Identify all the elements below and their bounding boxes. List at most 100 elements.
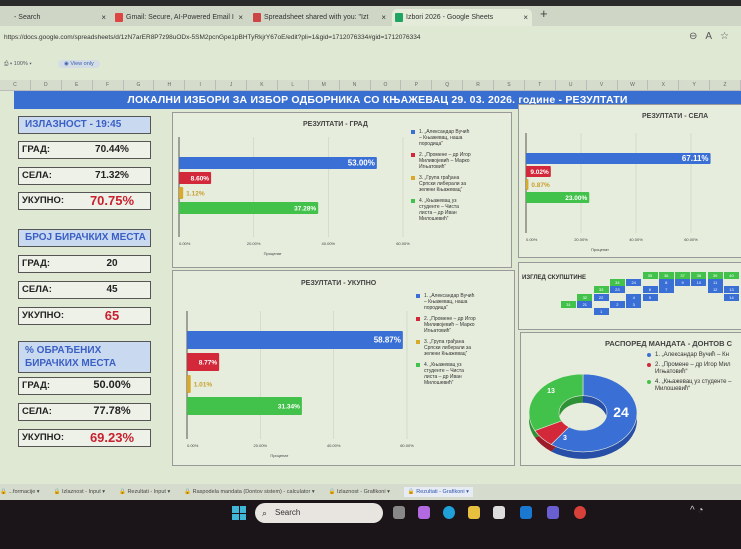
column-header[interactable]: R bbox=[463, 80, 494, 90]
donut-segment bbox=[550, 373, 638, 453]
zoom-select[interactable]: 100% bbox=[13, 61, 28, 67]
row-label: ГРАД: bbox=[22, 144, 51, 155]
outlook-icon[interactable] bbox=[520, 506, 532, 519]
legend-swatch bbox=[411, 199, 415, 203]
sheet-tab[interactable]: 🔒 Rezultati - Input ▾ bbox=[119, 489, 171, 495]
chart-results-total[interactable]: РЕЗУЛТАТИ - УКУПНО 0.00% 20.00% 40.00% 60.0… bbox=[172, 270, 515, 466]
column-header[interactable]: C bbox=[0, 80, 31, 90]
system-tray[interactable]: ^ ◔ bbox=[690, 505, 704, 516]
seat: 12 bbox=[707, 286, 723, 294]
windows-start-icon[interactable] bbox=[232, 506, 246, 520]
bar-plot: 0.00% 20.00% 40.00% 60.00% Проценат 58.87% 8.7… bbox=[186, 311, 414, 458]
address-bar[interactable]: https://docs.google.com/spreadsheets/d/1… bbox=[4, 34, 421, 41]
processed-header: % ОБРАЂЕНИХ БИРАЧКИХ МЕСТА bbox=[18, 341, 151, 373]
read-aloud-icon[interactable]: A bbox=[705, 31, 721, 42]
column-header[interactable]: P bbox=[401, 80, 433, 90]
data-label: 58.87% bbox=[374, 336, 401, 345]
seat: 22 bbox=[593, 293, 609, 301]
legend-item: 3. „Група грађана Српски либерали за зел… bbox=[416, 339, 478, 357]
seat: 23 bbox=[609, 286, 625, 294]
donut-label: 24 bbox=[613, 404, 629, 420]
chart-results-city[interactable]: РЕЗУЛТАТИ - ГРАД 0.00% 20.00% 40.00% 60.00%… bbox=[172, 112, 512, 268]
chart-results-villages[interactable]: РЕЗУЛТАТИ - СЕЛА 0.00% 20.00% 40.00% 60.00%… bbox=[518, 104, 741, 258]
column-header[interactable]: U bbox=[556, 80, 587, 90]
axis-label: Проценат bbox=[591, 247, 609, 252]
chart-mandates[interactable]: РАСПОРЕД МАНДАТА - ДОНТОВ С 24 3 13 1. „Ал… bbox=[520, 332, 741, 466]
close-icon[interactable]: × bbox=[381, 13, 386, 22]
row-label: СЕЛА: bbox=[22, 406, 52, 417]
legend-label: 4. „Књажевац уз студенте – Милошевић“ bbox=[655, 379, 732, 392]
store-icon[interactable] bbox=[493, 506, 505, 519]
search-placeholder: Search bbox=[275, 508, 301, 517]
column-header[interactable]: F bbox=[93, 80, 124, 90]
sheet-tab[interactable]: 🔒 Raspodela mandata (Dontov sistem) - ca… bbox=[184, 489, 315, 495]
teams-icon[interactable] bbox=[547, 506, 559, 519]
edge-icon[interactable] bbox=[443, 506, 455, 519]
column-header[interactable]: L bbox=[278, 80, 309, 90]
turnout-grad-row: ГРАД: 70.44% bbox=[18, 141, 151, 159]
row-value: 45 bbox=[106, 284, 118, 295]
column-header[interactable]: G bbox=[124, 80, 155, 90]
legend-item: 3. „Група грађана Српски либерали за зел… bbox=[411, 175, 473, 193]
processed-grad-row: ГРАД: 50.00% bbox=[18, 377, 151, 395]
seat: 36 bbox=[658, 272, 674, 279]
tick-label: 60.00% bbox=[396, 241, 410, 246]
sheet-tab[interactable]: 🔒 Izlaznost - Input ▾ bbox=[53, 489, 106, 495]
zoom-icon[interactable]: ⊖ bbox=[688, 31, 706, 42]
column-header[interactable]: I bbox=[185, 80, 217, 90]
legend-label: 2. „Промене – др Игор Миливојевић – Марк… bbox=[419, 152, 471, 170]
tab-search[interactable]: - Search × bbox=[0, 9, 110, 26]
tick-label: 0.00% bbox=[526, 237, 538, 242]
legend-label: 3. „Група грађана Српски либерали за зел… bbox=[424, 339, 472, 357]
favorite-icon[interactable]: ☆ bbox=[720, 31, 737, 42]
browser-tab-bar: - Search × Gmail: Secure, AI-Powered Emai… bbox=[0, 6, 741, 26]
task-view-icon[interactable] bbox=[393, 506, 405, 519]
assembly-title: ИЗГЛЕД СКУПШТИНЕ bbox=[522, 275, 587, 281]
copilot-icon[interactable] bbox=[418, 506, 430, 519]
polling-stations-header: БРОЈ БИРАЧКИХ МЕСТА bbox=[18, 229, 151, 247]
close-icon[interactable]: × bbox=[523, 13, 528, 22]
column-header[interactable]: S bbox=[494, 80, 525, 90]
sheet-tab[interactable]: 🔒 Rezultati - Grafikoni ▾ bbox=[403, 487, 473, 497]
view-only-badge[interactable]: ◉ View only bbox=[58, 60, 100, 68]
column-header[interactable]: W bbox=[618, 80, 649, 90]
column-header[interactable]: O bbox=[371, 80, 402, 90]
column-header[interactable]: V bbox=[587, 80, 618, 90]
column-header[interactable]: X bbox=[648, 80, 680, 90]
legend-item: 2. „Промене – др Игор Мил Игњатовић“ bbox=[647, 362, 741, 376]
print-icon[interactable]: ⎙ ▾ bbox=[4, 61, 14, 67]
column-header[interactable]: D bbox=[31, 80, 62, 90]
close-icon[interactable]: × bbox=[101, 13, 106, 22]
column-header[interactable]: Z bbox=[710, 80, 741, 90]
bar bbox=[187, 397, 302, 415]
new-tab-button[interactable]: + bbox=[540, 6, 548, 21]
tick-label: 60.00% bbox=[400, 443, 414, 448]
legend-swatch bbox=[411, 130, 415, 134]
column-header[interactable]: Y bbox=[679, 80, 711, 90]
column-header[interactable]: T bbox=[525, 80, 556, 90]
app-icon[interactable] bbox=[574, 506, 586, 519]
column-header[interactable]: E bbox=[62, 80, 93, 90]
tab-google-sheets[interactable]: Izbori 2026 - Google Sheets × bbox=[392, 9, 532, 26]
column-header[interactable]: N bbox=[340, 80, 371, 90]
seat: 40 bbox=[724, 272, 739, 279]
tab-gmail[interactable]: Gmail: Secure, AI-Powered Email I × bbox=[112, 9, 247, 26]
bar-plot: 0.00% 20.00% 40.00% 60.00% Проценат 67.11% 9.0… bbox=[525, 133, 711, 252]
column-header[interactable]: H bbox=[154, 80, 186, 90]
column-header[interactable]: K bbox=[247, 80, 278, 90]
turnout-total-row: УКУПНО: 70.75% bbox=[18, 192, 151, 210]
column-header[interactable]: J bbox=[216, 80, 247, 90]
column-header[interactable]: M bbox=[309, 80, 340, 90]
row-value: 69.23% bbox=[89, 430, 135, 445]
seat: 6 bbox=[642, 286, 658, 294]
legend-item: 1. „Александар Вучић – Књажевац, наша по… bbox=[416, 293, 478, 311]
seat: 13 bbox=[724, 286, 739, 294]
file-explorer-icon[interactable] bbox=[468, 506, 480, 519]
donut-plot: 24 3 13 bbox=[528, 373, 638, 459]
column-header[interactable]: Q bbox=[432, 80, 464, 90]
close-icon[interactable]: × bbox=[238, 13, 243, 22]
sheet-tab[interactable]: 🔒 ...formacije ▾ bbox=[0, 489, 40, 495]
sheet-tab[interactable]: 🔒 Izlaznost - Grafikoni ▾ bbox=[328, 489, 390, 495]
tab-spreadsheet-shared[interactable]: Spreadsheet shared with you: "Izt × bbox=[250, 9, 390, 26]
taskbar-search[interactable]: ⌕ Search bbox=[255, 503, 383, 523]
